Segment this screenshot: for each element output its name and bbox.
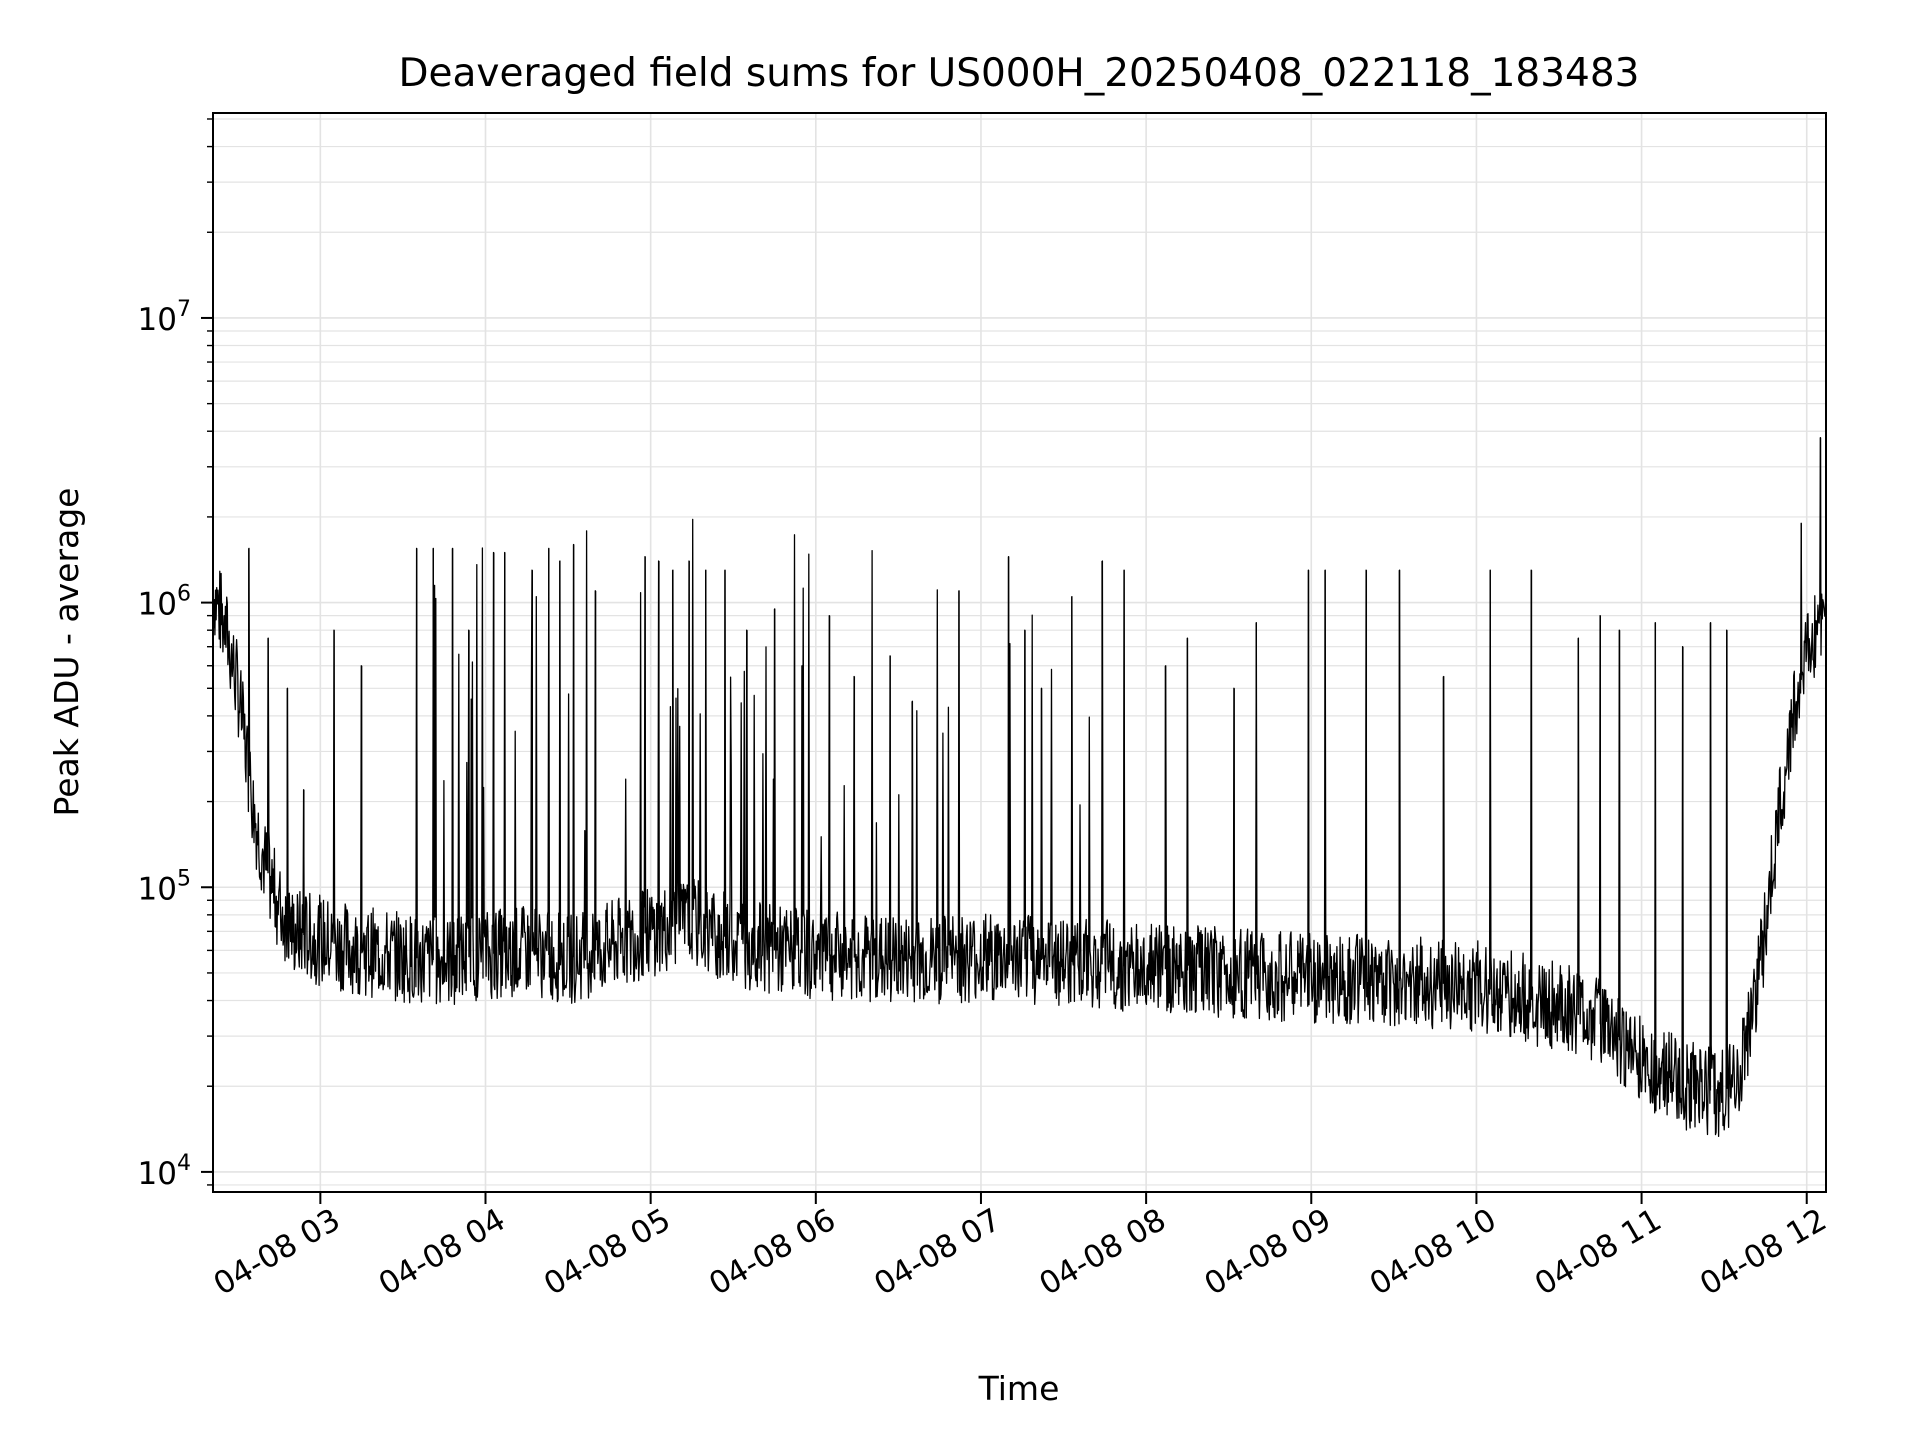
y-tick-exponent: 7 bbox=[177, 297, 191, 322]
x-tick-label: 04-08 06 bbox=[703, 1202, 842, 1303]
x-axis-label: Time bbox=[978, 1369, 1060, 1408]
x-tick-label: 04-08 09 bbox=[1199, 1202, 1338, 1303]
x-tick-label: 04-08 04 bbox=[373, 1202, 512, 1303]
y-tick-label: 107 bbox=[138, 297, 191, 338]
x-tick-label: 04-08 11 bbox=[1529, 1202, 1668, 1303]
plot-frame bbox=[212, 112, 1827, 1193]
chart-title: Deaveraged field sums for US000H_2025040… bbox=[399, 51, 1640, 96]
x-tick-label: 04-08 12 bbox=[1694, 1202, 1833, 1303]
y-tick-exponent: 4 bbox=[177, 1151, 191, 1176]
x-tick-label: 04-08 05 bbox=[538, 1202, 677, 1303]
y-tick-base: 10 bbox=[138, 871, 177, 907]
y-tick-base: 10 bbox=[138, 302, 177, 338]
series-group bbox=[212, 436, 1827, 1138]
y-tick-exponent: 5 bbox=[177, 866, 191, 891]
x-tick-label: 04-08 08 bbox=[1033, 1202, 1172, 1303]
y-axis-label: Peak ADU - average bbox=[47, 488, 86, 817]
y-tick-base: 10 bbox=[138, 587, 177, 623]
y-tick-label: 105 bbox=[138, 866, 191, 907]
y-tick-label: 106 bbox=[138, 582, 191, 623]
x-tick-label: 04-08 03 bbox=[208, 1202, 347, 1303]
x-tick-label: 04-08 10 bbox=[1364, 1202, 1503, 1303]
y-tick-base: 10 bbox=[138, 1156, 177, 1192]
x-tick-label: 04-08 07 bbox=[868, 1202, 1007, 1303]
y-tick-label: 104 bbox=[138, 1151, 191, 1192]
series-line bbox=[212, 436, 1827, 1138]
y-tick-exponent: 6 bbox=[177, 582, 191, 607]
